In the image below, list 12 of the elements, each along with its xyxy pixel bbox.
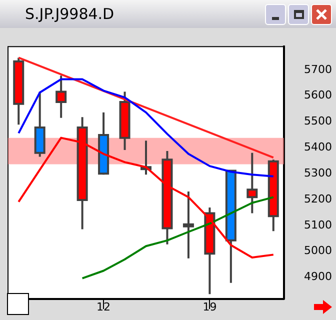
- chart-title: S.JP.J9984.D: [25, 5, 114, 23]
- y-tick-label: 5500: [304, 114, 332, 128]
- y-tick-label: 5000: [304, 244, 332, 258]
- y-tick-label: 5100: [304, 218, 332, 232]
- x-tick-label: 19: [202, 300, 217, 314]
- y-tick-label: 4900: [304, 270, 332, 284]
- y-tick-label: 5600: [304, 88, 332, 102]
- x-tick-label: 12: [96, 300, 111, 314]
- y-tick-label: 5200: [304, 192, 332, 206]
- y-tick-label: 5400: [304, 140, 332, 154]
- y-tick-label: 5700: [304, 62, 332, 76]
- y-tick-label: 5300: [304, 166, 332, 180]
